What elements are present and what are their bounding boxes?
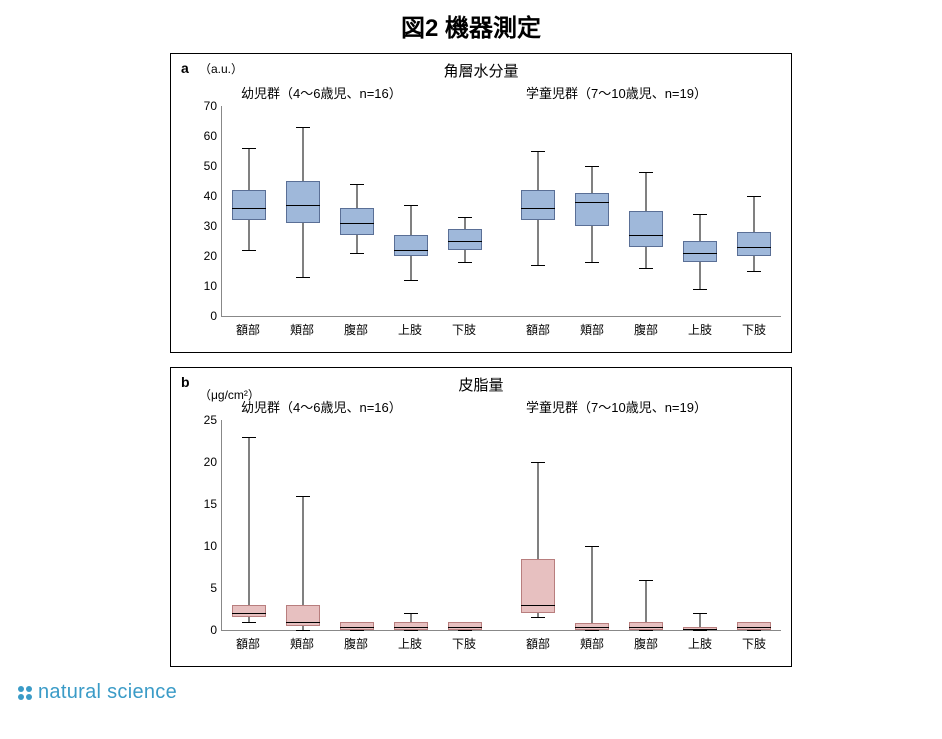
group-labels: 幼児群（4～6歳児、n=16）学童児群（7～10歳児、n=19）: [241, 397, 781, 416]
x-tick-label: 頬部: [565, 321, 619, 338]
y-tick-label: 25: [204, 414, 217, 426]
y-tick-label: 5: [210, 582, 217, 594]
group-labels: 幼児群（4～6歳児、n=16）学童児群（7～10歳児、n=19）: [241, 83, 781, 102]
y-tick-label: 0: [210, 310, 217, 322]
y-tick-label: 30: [204, 220, 217, 232]
x-tick-label: 上肢: [673, 635, 727, 652]
x-tick-label: 額部: [511, 635, 565, 652]
group-label: 幼児群（4～6歳児、n=16）: [241, 83, 496, 102]
y-tick-label: 60: [204, 130, 217, 142]
boxplot: [565, 420, 619, 630]
boxplot: [330, 420, 384, 630]
chart: 010203040506070: [181, 106, 781, 317]
x-tick-label: 上肢: [383, 321, 437, 338]
panel-title: 皮脂量: [181, 374, 781, 395]
brand-dots-icon: [18, 686, 32, 700]
boxplot: [384, 420, 438, 630]
group-label: 幼児群（4～6歳児、n=16）: [241, 397, 496, 416]
boxplot: [330, 106, 384, 316]
boxplot: [222, 106, 276, 316]
boxplot: [673, 420, 727, 630]
boxplot: [619, 420, 673, 630]
y-axis: 0510152025: [181, 420, 221, 630]
x-tick-label: 腹部: [329, 321, 383, 338]
boxplot-group: [512, 420, 782, 630]
boxplot: [727, 106, 781, 316]
panel-letter: b: [181, 374, 190, 390]
y-tick-label: 15: [204, 498, 217, 510]
boxplot-group: [222, 106, 492, 316]
panel-a: a （a.u.）角層水分量幼児群（4～6歳児、n=16）学童児群（7～10歳児、n…: [170, 53, 792, 353]
y-axis-unit: （μg/cm²）: [199, 386, 260, 403]
x-tick-label: 腹部: [329, 635, 383, 652]
plot-area: [221, 106, 781, 317]
y-tick-label: 0: [210, 624, 217, 636]
y-tick-label: 20: [204, 250, 217, 262]
boxplot: [438, 420, 492, 630]
x-tick-label: 額部: [221, 635, 275, 652]
group-label: 学童児群（7～10歳児、n=19）: [496, 83, 781, 102]
boxplot: [512, 420, 566, 630]
x-tick-label: 頬部: [275, 321, 329, 338]
footer-brand-text: natural science: [38, 681, 177, 704]
y-axis-unit: （a.u.）: [199, 60, 243, 77]
panel-b: b （μg/cm²）皮脂量幼児群（4～6歳児、n=16）学童児群（7～10歳児、n…: [170, 367, 792, 667]
x-tick-label: 上肢: [673, 321, 727, 338]
boxplot: [565, 106, 619, 316]
footer-brand: natural science: [18, 681, 942, 704]
boxplot: [222, 420, 276, 630]
panel-title: 角層水分量: [181, 60, 781, 81]
y-tick-label: 50: [204, 160, 217, 172]
y-axis: 010203040506070: [181, 106, 221, 316]
x-axis-labels: 額部頬部腹部上肢下肢額部頬部腹部上肢下肢: [221, 321, 781, 338]
x-tick-label: 額部: [221, 321, 275, 338]
boxplot: [512, 106, 566, 316]
boxplot-group: [222, 420, 492, 630]
x-tick-label: 頬部: [565, 635, 619, 652]
boxplot-group: [512, 106, 782, 316]
x-tick-label: 下肢: [727, 635, 781, 652]
x-tick-label: 上肢: [383, 635, 437, 652]
y-tick-label: 10: [204, 280, 217, 292]
boxplot: [619, 106, 673, 316]
x-tick-label: 下肢: [437, 321, 491, 338]
x-tick-label: 腹部: [619, 321, 673, 338]
x-tick-label: 下肢: [437, 635, 491, 652]
boxplot: [276, 106, 330, 316]
plot-area: [221, 420, 781, 631]
x-tick-label: 腹部: [619, 635, 673, 652]
boxplot: [438, 106, 492, 316]
group-label: 学童児群（7～10歳児、n=19）: [496, 397, 781, 416]
boxplot: [727, 420, 781, 630]
boxplot: [276, 420, 330, 630]
chart: 0510152025: [181, 420, 781, 631]
figure-title: 図2 機器測定: [0, 8, 942, 43]
boxplot: [673, 106, 727, 316]
x-tick-label: 額部: [511, 321, 565, 338]
y-tick-label: 20: [204, 456, 217, 468]
y-tick-label: 40: [204, 190, 217, 202]
y-tick-label: 70: [204, 100, 217, 112]
boxplot: [384, 106, 438, 316]
x-tick-label: 頬部: [275, 635, 329, 652]
x-axis-labels: 額部頬部腹部上肢下肢額部頬部腹部上肢下肢: [221, 635, 781, 652]
y-tick-label: 10: [204, 540, 217, 552]
panel-letter: a: [181, 60, 189, 76]
x-tick-label: 下肢: [727, 321, 781, 338]
